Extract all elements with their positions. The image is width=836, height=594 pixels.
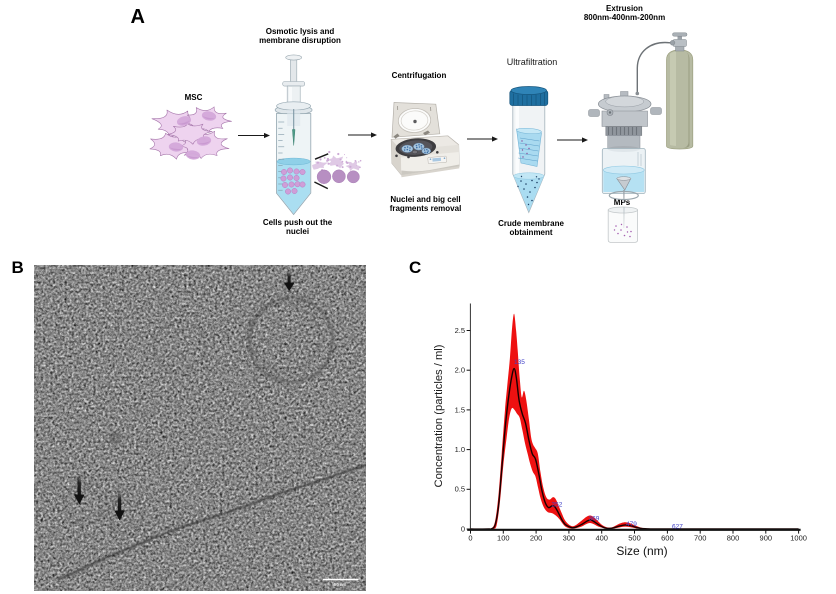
svg-text:479: 479: [626, 521, 637, 528]
svg-text:Concentration (particles / ml): Concentration (particles / ml): [433, 344, 445, 487]
svg-text:1.0: 1.0: [455, 445, 465, 454]
svg-text:1.5: 1.5: [455, 405, 465, 414]
svg-text:700: 700: [694, 534, 707, 543]
svg-text:300: 300: [563, 534, 576, 543]
svg-text:1000: 1000: [790, 534, 807, 543]
svg-text:0.5: 0.5: [455, 485, 465, 494]
svg-text:2.0: 2.0: [455, 366, 465, 375]
svg-text:627: 627: [672, 524, 683, 531]
svg-text:369: 369: [589, 516, 600, 523]
svg-text:135: 135: [514, 359, 525, 366]
svg-text:500: 500: [628, 534, 641, 543]
svg-text:50 nm: 50 nm: [334, 582, 347, 587]
svg-text:Size (nm): Size (nm): [616, 544, 667, 558]
svg-text:0: 0: [468, 534, 472, 543]
svg-text:100: 100: [497, 534, 510, 543]
svg-text:900: 900: [760, 534, 773, 543]
svg-text:252: 252: [552, 502, 563, 509]
svg-text:0: 0: [461, 524, 465, 533]
svg-text:600: 600: [661, 534, 674, 543]
svg-text:400: 400: [595, 534, 608, 543]
svg-text:200: 200: [530, 534, 543, 543]
svg-text:2.5: 2.5: [455, 326, 465, 335]
svg-text:800: 800: [727, 534, 740, 543]
